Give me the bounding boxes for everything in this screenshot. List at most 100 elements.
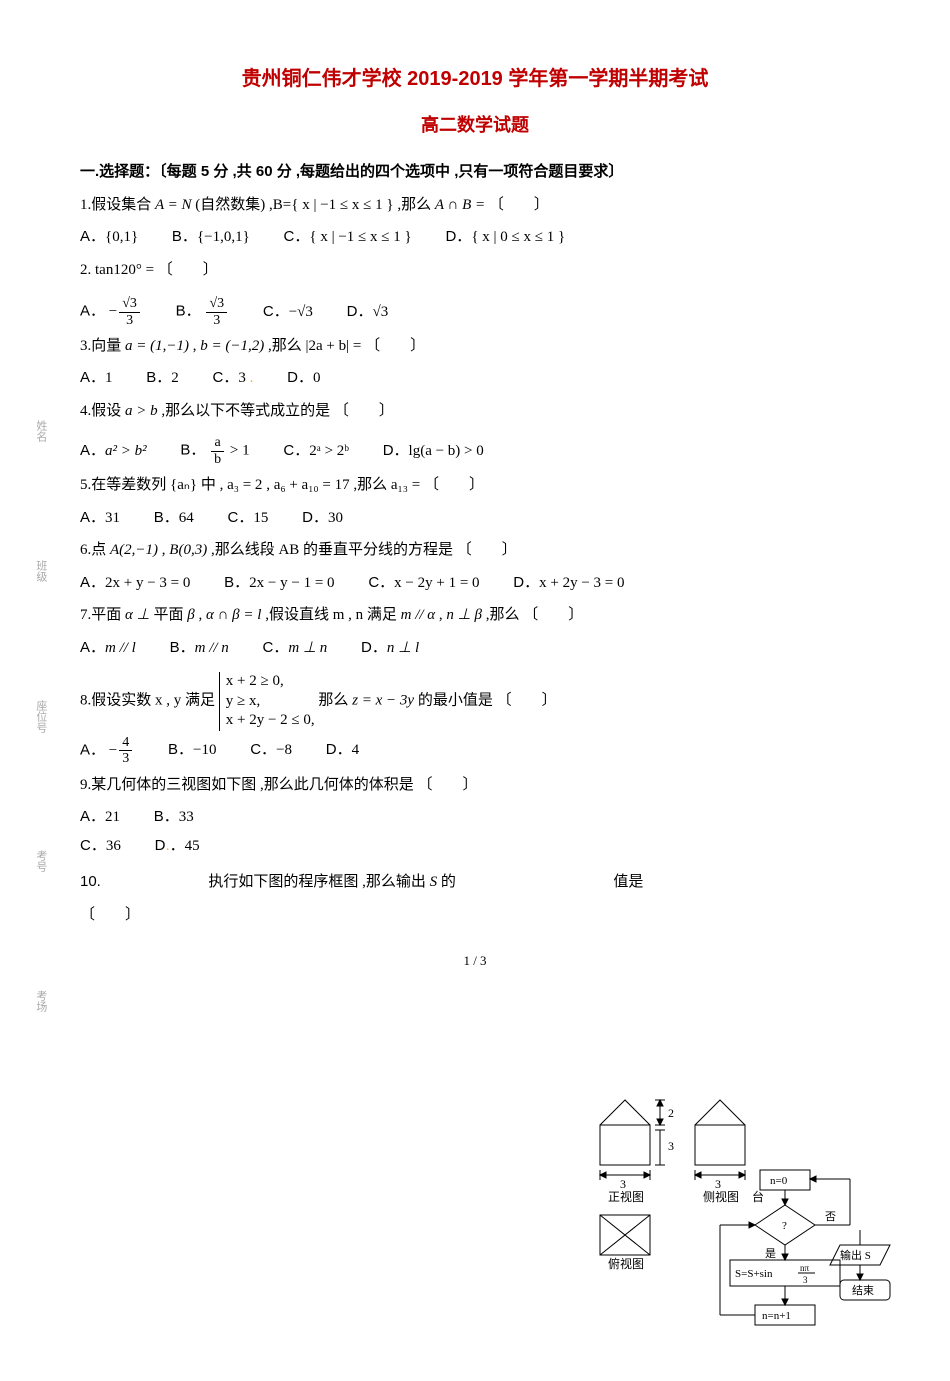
- q5-a: 5.在等差数列: [80, 477, 170, 493]
- opt-label: A．: [80, 369, 105, 386]
- q9-B: 33: [179, 809, 194, 825]
- q1-stem: 1.假设集合: [80, 197, 155, 213]
- q1-A: {0,1}: [105, 229, 138, 245]
- opt-label: B．: [170, 639, 195, 656]
- opt-label: C．: [284, 228, 310, 245]
- q4-Bt: > 1: [226, 443, 249, 459]
- flow-update: S=S+sin: [735, 1268, 773, 1280]
- q2-A-neg: −: [109, 304, 117, 320]
- opt-label: B．: [172, 228, 197, 245]
- opt-label: D．: [445, 228, 471, 245]
- q5-a610: a₆ + a₁₀ = 17: [274, 477, 350, 493]
- q8-Anum: 4: [119, 735, 132, 751]
- flow-yes: 是: [765, 1247, 776, 1260]
- q4-D: lg(a − b) > 0: [409, 443, 484, 459]
- q6-Bp: B(0,3): [169, 542, 207, 558]
- top-view-label: 俯视图: [608, 1256, 644, 1271]
- q8-Aden: 3: [119, 751, 132, 766]
- opt-label: D．: [383, 442, 409, 459]
- q2-B-num: √3: [206, 296, 227, 312]
- question-2: 2. tan120° = 〔 〕: [80, 256, 870, 285]
- flow-n0: n=0: [770, 1175, 788, 1187]
- q10-a: 10.: [80, 873, 101, 890]
- opt-label: D．: [287, 369, 313, 386]
- opt-label: C．: [283, 442, 309, 459]
- q1-stem-b: (自然数集) ,B=: [195, 197, 291, 213]
- q1-stem-d: 〔 〕: [489, 197, 549, 213]
- q5-t: 〔 〕: [424, 477, 484, 493]
- opt-label: C．: [368, 574, 394, 591]
- opt-label: D．: [326, 741, 352, 758]
- q2-B-den: 3: [206, 313, 227, 328]
- flow-out: 输出 S: [840, 1248, 871, 1262]
- opt-label: A．: [80, 808, 105, 825]
- q8-An: −: [109, 742, 117, 758]
- q5-a13: a₁₃ =: [391, 477, 420, 493]
- q8-a: 8.假设实数 x , y 满足: [80, 693, 219, 709]
- opt-label: A．: [80, 574, 105, 591]
- q2-A-num: √3: [119, 296, 140, 312]
- q5-B: 64: [179, 510, 194, 526]
- opt-label: A．: [80, 303, 105, 320]
- q7-B: m // n: [195, 640, 229, 656]
- exam-title: 贵州铜仁伟才学校 2019-2019 学年第一学期半期考试: [80, 60, 870, 98]
- q1-AinterB: A ∩ B =: [435, 197, 485, 213]
- q8-c: 的最小值是 〔 〕: [418, 693, 557, 709]
- q4-a: 4.假设: [80, 403, 125, 419]
- q5-C: 15: [253, 510, 268, 526]
- q5-b: 中 ,: [201, 477, 227, 493]
- q8-b: 那么: [318, 693, 352, 709]
- flow-end: 结束: [852, 1284, 874, 1297]
- q7-beta: β: [187, 607, 194, 623]
- opt-label: C．: [263, 303, 289, 320]
- q9-C: 36: [106, 838, 121, 854]
- q1-stem-c: ,那么: [397, 197, 435, 213]
- side-label: 姓名: [30, 420, 51, 442]
- flow-inc: n=n+1: [762, 1310, 791, 1322]
- q4-b: ,那么以下不等式成立的是 〔 〕: [161, 403, 394, 419]
- q1-D: { x | 0 ≤ x ≤ 1 }: [471, 229, 565, 245]
- q5-an: {aₙ}: [170, 477, 197, 493]
- q7-c2: α ∩ β = l: [206, 607, 261, 623]
- question-8: 8.假设实数 x , y 满足 x + 2 ≥ 0, y ≥ x, x + 2y…: [80, 672, 870, 731]
- opt-label: B．: [154, 509, 179, 526]
- opt-label: A．: [80, 509, 105, 526]
- q4-Bn: a: [211, 435, 224, 451]
- q3-C: 3: [238, 370, 246, 386]
- q1-B: {−1,0,1}: [197, 229, 250, 245]
- q3-a: 3.向量: [80, 338, 125, 354]
- opt-label: C．: [80, 837, 106, 854]
- opt-label: A．: [80, 442, 105, 459]
- q1-C: { x | −1 ≤ x ≤ 1 }: [309, 229, 411, 245]
- flow-no: 否: [825, 1211, 836, 1223]
- q3-va: a = (1,−1): [125, 338, 189, 354]
- question-3-options: A．1 B．2 C．3 . D．0: [80, 364, 870, 393]
- q5-a3: a₃ = 2: [227, 477, 262, 493]
- question-7: 7.平面 α ⊥ 平面 β , α ∩ β = l ,假设直线 m , n 满足…: [80, 601, 870, 630]
- q8-C: −8: [276, 742, 292, 758]
- question-6: 6.点 A(2,−1) , B(0,3) ,那么线段 AB 的垂直平分线的方程是…: [80, 536, 870, 565]
- question-10-tail: 〔 〕: [80, 901, 870, 930]
- q4-A: a² > b²: [105, 443, 147, 459]
- opt-label: A．: [80, 639, 105, 656]
- opt-label: B．: [168, 741, 193, 758]
- front-view-label: 正视图: [608, 1189, 644, 1204]
- dim-3b: 3: [620, 1177, 626, 1191]
- question-3: 3.向量 a = (1,−1) , b = (−1,2) ,那么 |2a + b…: [80, 332, 870, 361]
- question-5: 5.在等差数列 {aₙ} 中 , a₃ = 2 , a₆ + a₁₀ = 17 …: [80, 471, 870, 500]
- question-10: 10. 执行如下图的程序框图 ,那么输出 S 的 值是: [80, 868, 870, 897]
- q5-c: ,那么: [353, 477, 391, 493]
- q2-D: √3: [373, 304, 389, 320]
- q1-Bset: { x | −1 ≤ x ≤ 1 }: [291, 197, 393, 213]
- opt-label: B．: [176, 303, 201, 320]
- q8-D: 4: [352, 742, 360, 758]
- q7-c1: α ⊥: [125, 607, 150, 623]
- q6-oA: 2x + y − 3 = 0: [105, 575, 190, 591]
- opt-label: C．: [228, 509, 254, 526]
- q8-l2: y ≥ x,: [226, 692, 315, 712]
- question-7-options: A．m // l B．m // n C．m ⊥ n D．n ⊥ l: [80, 634, 870, 663]
- flow-frac-num: nπ: [800, 1263, 810, 1273]
- opt-label: D．: [513, 574, 539, 591]
- opt-label: A．: [80, 228, 105, 245]
- q4-C: 2ᵃ > 2ᵇ: [309, 443, 349, 459]
